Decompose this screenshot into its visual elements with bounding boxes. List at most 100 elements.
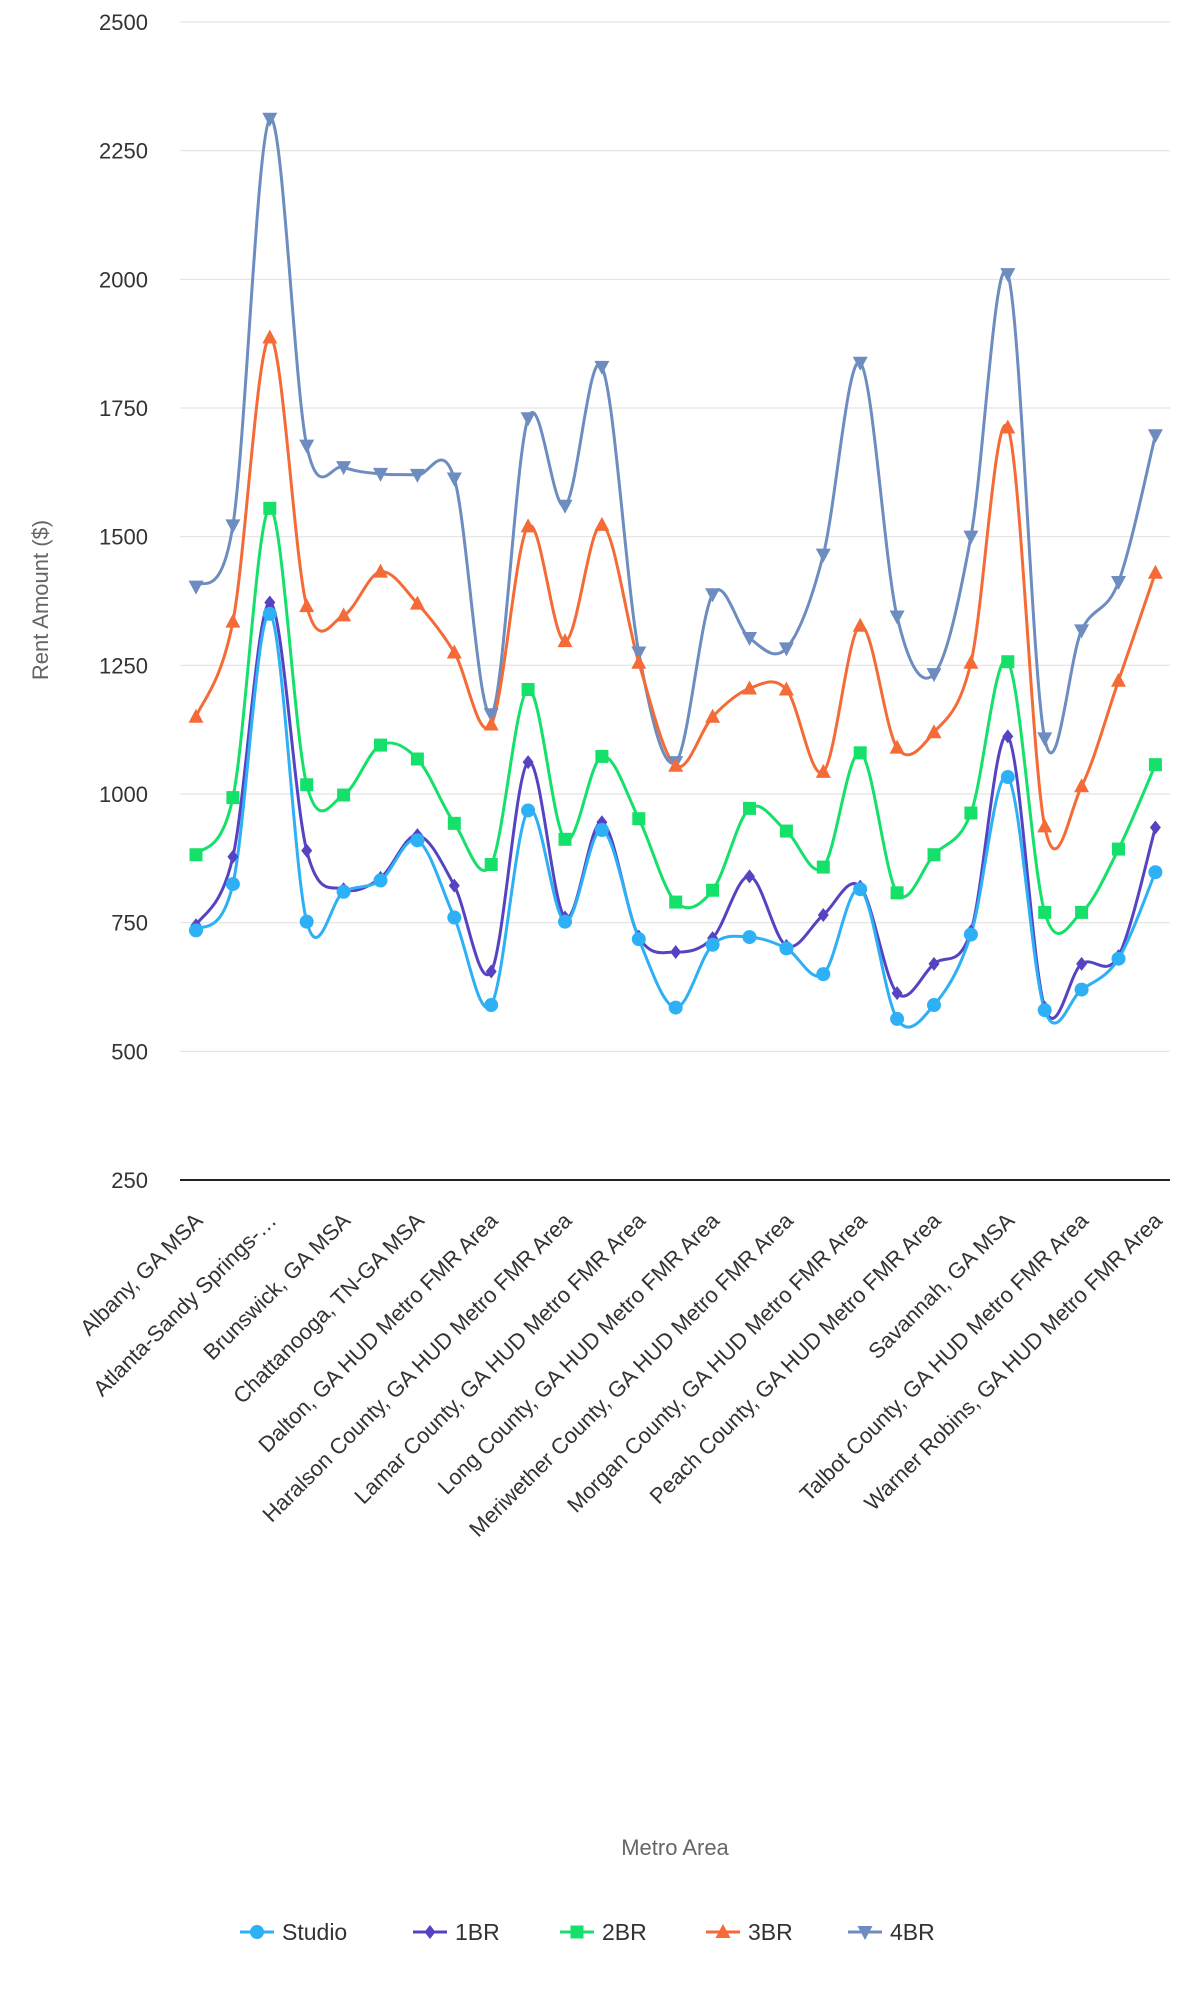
data-point-2br [669, 895, 683, 909]
data-point-3br [926, 724, 942, 739]
data-point-4br [1147, 429, 1163, 444]
data-point-studio [668, 1000, 683, 1015]
data-point-4br [557, 499, 573, 514]
data-point-2br [890, 886, 904, 900]
y-tick-label: 2250 [99, 139, 148, 164]
y-tick-label: 1250 [99, 653, 148, 678]
y-tick-label: 1750 [99, 396, 148, 421]
data-point-4br [778, 642, 794, 657]
data-point-1br [817, 907, 829, 922]
data-point-2br [374, 738, 387, 752]
legend-marker-3br [715, 1924, 731, 1938]
data-point-1br [485, 964, 497, 979]
data-point-1br [522, 755, 534, 770]
series-markers-2br [189, 501, 1162, 919]
data-point-2br [521, 683, 535, 697]
data-point-3br [336, 607, 352, 622]
x-tick-label: Savannah, GA MSA [863, 1208, 1019, 1364]
data-point-4br [815, 548, 831, 563]
data-point-3br [852, 617, 868, 632]
y-tick-label: 2500 [99, 10, 148, 35]
data-point-studio [779, 941, 794, 956]
data-point-2br [927, 848, 941, 862]
data-point-2br [337, 788, 351, 802]
legend-item-3br[interactable]: 3BR [706, 1919, 793, 1945]
data-point-4br [299, 439, 315, 454]
data-point-2br [779, 824, 793, 838]
y-tick-label: 250 [111, 1168, 148, 1193]
data-point-4br [926, 668, 942, 683]
data-point-studio [558, 914, 572, 929]
data-point-2br [632, 812, 646, 826]
data-point-2br [558, 832, 572, 846]
data-point-4br [1000, 268, 1016, 283]
data-point-4br [631, 646, 647, 661]
data-point-2br [1038, 905, 1052, 919]
y-tick-label: 2000 [99, 267, 148, 292]
data-point-4br [963, 530, 979, 545]
data-point-1br [1002, 729, 1014, 744]
data-point-1br [928, 956, 940, 971]
data-point-3br [1037, 818, 1053, 833]
data-point-3br [815, 763, 831, 778]
data-point-3br [520, 518, 536, 533]
data-point-studio [1000, 770, 1015, 785]
data-point-3br [1111, 672, 1126, 687]
data-point-2br [706, 883, 720, 897]
legend-item-4br[interactable]: 4BR [848, 1919, 935, 1945]
data-point-studio [336, 884, 351, 899]
data-point-2br [189, 848, 203, 862]
legend-item-1br[interactable]: 1BR [413, 1919, 500, 1945]
data-point-studio [853, 882, 868, 897]
data-point-3br [409, 595, 425, 610]
data-point-3br [373, 563, 388, 578]
data-point-4br [594, 360, 610, 375]
data-point-4br [262, 112, 278, 127]
data-point-3br [742, 680, 757, 695]
data-point-3br [1000, 419, 1016, 434]
data-point-2br [484, 858, 498, 872]
legend-item-studio[interactable]: Studio [240, 1919, 347, 1945]
data-point-studio [1074, 982, 1089, 997]
data-point-2br [816, 860, 830, 874]
data-point-3br [188, 708, 204, 723]
series-markers-4br [188, 112, 1163, 771]
data-point-2br [226, 791, 240, 805]
x-axis-title: Metro Area [621, 1835, 729, 1860]
data-point-2br [1075, 905, 1089, 919]
legend-item-2br[interactable]: 2BR [560, 1919, 647, 1945]
data-point-1br [1076, 956, 1088, 971]
data-point-studio [594, 823, 609, 838]
y-tick-label: 500 [111, 1039, 148, 1064]
data-point-3br [446, 644, 462, 659]
legend-label-studio: Studio [282, 1919, 347, 1945]
data-point-3br [594, 516, 610, 531]
y-axis-title: Rent Amount ($) [28, 520, 53, 680]
data-point-3br [1074, 778, 1090, 793]
series-markers [188, 112, 1163, 1026]
series-line-2br [194, 506, 1157, 935]
legend-marker-1br [424, 1925, 436, 1939]
data-point-4br [852, 356, 868, 371]
legend-label-2br: 2BR [602, 1919, 647, 1945]
legend-label-4br: 4BR [890, 1919, 935, 1945]
data-point-2br [1001, 655, 1015, 669]
data-point-studio [742, 930, 757, 945]
data-point-4br [1074, 624, 1090, 639]
y-axis-tick-labels: 250 500 750 1000 1250 1500 1750 2000 2250 2500 [99, 10, 148, 1193]
data-point-studio [631, 932, 646, 947]
legend[interactable]: Studio 1BR 2BR 3BR 4BR [240, 1919, 935, 1945]
data-point-studio [1037, 1003, 1052, 1018]
data-point-studio [521, 803, 536, 818]
data-point-3br [262, 329, 278, 344]
data-point-studio [963, 927, 978, 942]
data-point-1br [227, 849, 239, 864]
data-point-3br [963, 654, 979, 669]
y-tick-label: 750 [111, 911, 148, 936]
data-point-1br [301, 843, 313, 858]
data-point-2br [964, 806, 978, 820]
data-point-studio [262, 606, 277, 621]
data-point-studio [1148, 865, 1163, 880]
